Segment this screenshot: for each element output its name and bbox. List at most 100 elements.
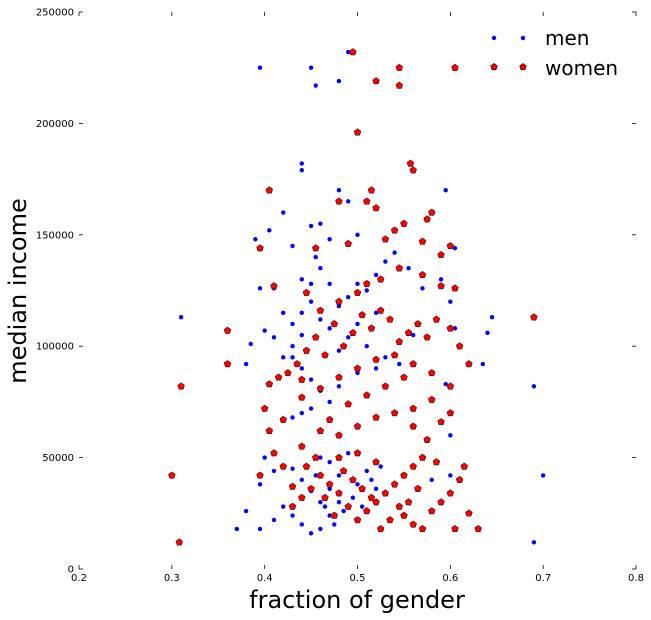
men-point — [308, 406, 314, 411]
women-point — [256, 244, 264, 252]
men-point — [336, 384, 342, 389]
men-point — [299, 522, 304, 527]
women-point — [367, 186, 376, 194]
women-point — [168, 471, 176, 479]
women-point — [270, 282, 278, 290]
women-point — [270, 449, 278, 457]
men-point — [308, 299, 314, 304]
women-point — [284, 369, 292, 377]
men-point — [369, 477, 374, 483]
women-point — [404, 498, 413, 506]
women-point — [400, 471, 408, 479]
men-point — [257, 482, 263, 487]
men-point — [267, 228, 272, 233]
men-point — [392, 250, 397, 255]
women-point — [406, 159, 415, 167]
women-point — [423, 435, 431, 443]
women-point — [409, 462, 417, 470]
women-point — [414, 320, 422, 328]
women-point — [339, 467, 348, 475]
legend-marker-women — [490, 63, 498, 71]
men-point — [327, 486, 332, 491]
men-point — [313, 83, 318, 88]
men-point — [438, 277, 444, 282]
women-point — [316, 384, 325, 392]
legend: men women — [490, 26, 618, 80]
women-point — [363, 279, 371, 287]
men-point — [271, 468, 277, 474]
x-axis-title: fraction of gender — [249, 586, 465, 614]
women-point — [418, 524, 427, 533]
women-point — [400, 219, 408, 227]
women-point — [363, 507, 371, 515]
women-point — [446, 382, 455, 390]
y-tick-label: 250000 — [36, 8, 74, 19]
men-point — [336, 303, 342, 309]
women-point — [330, 320, 339, 328]
women-point — [409, 360, 417, 368]
women-point — [423, 215, 431, 223]
women-point — [288, 482, 297, 490]
women-point — [312, 333, 320, 341]
women-point — [265, 380, 274, 388]
women-point — [256, 471, 264, 479]
women-point — [376, 306, 385, 314]
men-point — [448, 473, 453, 478]
women-point — [339, 342, 348, 350]
women-point — [409, 422, 417, 430]
men-point — [364, 288, 369, 293]
men-point — [355, 281, 360, 287]
y-tick-label: 0 — [68, 565, 74, 576]
women-point — [437, 418, 445, 426]
men-point — [373, 366, 379, 371]
men-point — [290, 321, 295, 327]
women-point — [363, 197, 371, 205]
men-point — [308, 65, 314, 70]
men-point — [359, 504, 365, 509]
women-point — [390, 351, 399, 359]
women-point — [414, 484, 422, 492]
women-point — [298, 493, 306, 501]
men-point — [336, 499, 342, 505]
women-point — [325, 480, 334, 488]
men-point — [262, 455, 267, 460]
women-point — [428, 369, 436, 377]
women-point — [353, 364, 362, 372]
women-point — [455, 475, 464, 484]
women-point — [335, 489, 343, 497]
men-point — [318, 526, 323, 532]
women-point — [409, 520, 417, 528]
men-point — [443, 188, 448, 193]
women-point — [451, 284, 459, 292]
women-point — [372, 204, 380, 212]
women-point — [395, 502, 403, 510]
men-point — [336, 473, 342, 478]
legend-marker-women — [519, 63, 527, 71]
women-point — [428, 395, 436, 403]
women-point — [437, 250, 445, 259]
women-point — [274, 373, 283, 381]
men-point — [364, 344, 369, 349]
women-point — [400, 511, 408, 519]
women-point — [302, 346, 311, 354]
men-point — [480, 361, 486, 367]
men-point — [290, 243, 295, 249]
women-point — [409, 166, 417, 174]
men-point — [257, 286, 263, 291]
women-point — [265, 426, 274, 435]
men-point — [336, 78, 342, 84]
men-point — [290, 355, 295, 360]
men-point — [234, 526, 240, 532]
y-axis-title: median income — [4, 198, 32, 384]
women-point — [460, 462, 468, 470]
women-point — [428, 208, 436, 216]
men-point — [531, 540, 537, 545]
women-point — [423, 333, 431, 341]
y-tick-label: 150000 — [36, 230, 74, 241]
legend-item-women: women — [490, 56, 618, 80]
men-point — [243, 361, 249, 367]
women-point — [437, 282, 445, 290]
series-women — [168, 48, 538, 546]
y-tick-label: 100000 — [36, 342, 74, 353]
women-point — [367, 324, 376, 332]
